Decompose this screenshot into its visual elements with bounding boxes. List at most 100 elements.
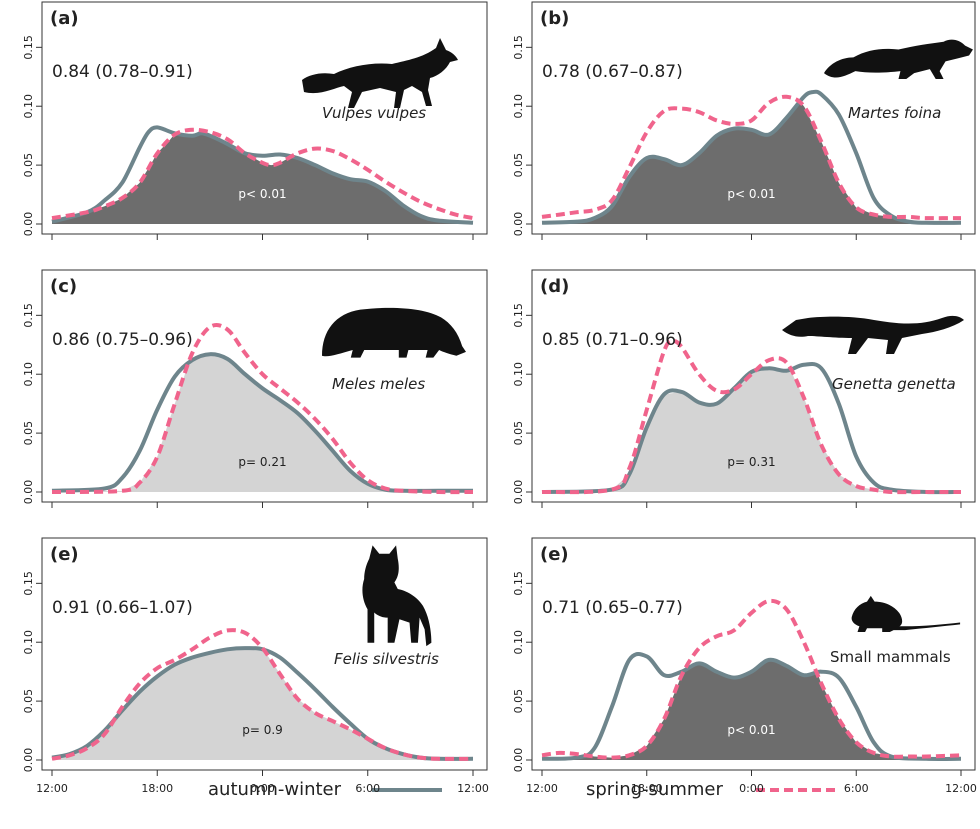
mouse-silhouette-icon [851, 595, 961, 632]
overlap-coefficient: 0.91 (0.66–1.07) [52, 598, 193, 618]
x-tick-label: 12:00 [457, 782, 489, 795]
series-line-autumn-winter [541, 89, 962, 225]
p-value-label: p= 0.21 [238, 455, 286, 469]
y-tick-label: 0.15 [512, 571, 525, 596]
chart-panel: 0.00 0.05 0.10 0.15 12:00 18:00 0:00 6:00 12:00 (… [512, 537, 977, 795]
y-tick-label: 0.00 [512, 480, 525, 505]
y-tick-label: 0.00 [22, 480, 35, 505]
x-tick-label: 0:00 [250, 782, 275, 795]
y-tick-label: 0.10 [512, 630, 525, 655]
chart-panel: 0.00 0.05 0.10 0.15 (d) 0.85 (0.71–0.96) Genet… [512, 269, 976, 508]
y-tick-label: 0.10 [22, 362, 35, 387]
overlap-area [542, 103, 961, 224]
chart-panel: 0.00 0.05 0.10 0.15 (b) 0.78 (0.67–0.87) Marte… [512, 1, 976, 240]
series-line-autumn-winter [51, 125, 474, 225]
overlap-area [542, 368, 961, 493]
legend-label-spring-summer: spring-summer [586, 779, 723, 800]
series-line-spring-summer [541, 598, 962, 760]
marten-silhouette-icon [824, 39, 973, 79]
y-tick-label: 0.10 [512, 94, 525, 119]
species-label: Genetta genetta [832, 375, 956, 393]
overlap-coefficient: 0.78 (0.67–0.87) [542, 62, 683, 82]
genet-silhouette-icon-shape [782, 315, 964, 354]
x-tick-label: 18:00 [631, 782, 663, 795]
y-tick-label: 0.15 [512, 35, 525, 60]
overlap-area [52, 354, 473, 492]
species-label: Small mammals [830, 648, 951, 666]
wildcat-silhouette-icon [362, 545, 432, 647]
y-tick-label: 0.00 [22, 748, 35, 773]
y-tick-label: 0.05 [512, 421, 525, 446]
series-line-autumn-winter [51, 352, 473, 493]
y-tick-label: 0.00 [22, 212, 35, 237]
species-label: Vulpes vulpes [322, 104, 426, 122]
series-line-spring-summer [51, 127, 474, 221]
series-line-autumn-winter [541, 651, 962, 761]
overlap-coefficient: 0.86 (0.75–0.96) [52, 330, 193, 350]
fox-silhouette-icon [302, 38, 458, 108]
y-tick-label: 0.00 [512, 748, 525, 773]
plot-frame [531, 269, 976, 503]
overlap-coefficient: 0.84 (0.78–0.91) [52, 62, 193, 82]
x-tick-label: 18:00 [141, 782, 173, 795]
overlap-coefficient: 0.71 (0.65–0.77) [542, 598, 683, 618]
y-tick-label: 0.05 [22, 689, 35, 714]
panel-letter: (e) [50, 544, 79, 565]
wildcat-silhouette-icon-shape [362, 545, 432, 647]
y-tick-label: 0.00 [512, 212, 525, 237]
mouse-silhouette-icon-shape [851, 595, 961, 632]
panel-letter: (b) [540, 8, 569, 29]
p-value-label: p= 0.31 [727, 455, 775, 469]
y-tick-label: 0.05 [22, 153, 35, 178]
y-tick-label: 0.10 [512, 362, 525, 387]
plot-frame [41, 269, 488, 503]
p-value-label: p= 0.9 [242, 723, 283, 737]
y-tick-label: 0.05 [512, 689, 525, 714]
chart-panel: 0.00 0.05 0.10 0.15 (c) 0.86 (0.75–0.96) Meles… [22, 269, 488, 508]
series-line-spring-summer [51, 628, 474, 761]
badger-silhouette-icon-shape [322, 307, 466, 358]
series-line-spring-summer [541, 339, 961, 495]
series-line-spring-summer [51, 322, 474, 495]
y-tick-label: 0.15 [22, 303, 35, 328]
panel-letter: (a) [50, 8, 79, 29]
panel-letter: (d) [540, 276, 569, 297]
chart-panel: 0.00 0.05 0.10 0.15 12:00 18:00 0:00 6:00 12:00 (… [22, 537, 489, 795]
p-value-label: p< 0.01 [727, 723, 775, 737]
plot-frame [531, 537, 976, 771]
y-tick-label: 0.15 [22, 571, 35, 596]
overlap-area [542, 659, 961, 760]
species-label: Martes foina [848, 104, 941, 122]
p-value-label: p< 0.01 [727, 187, 775, 201]
plot-frame [531, 1, 976, 235]
species-label: Felis silvestris [334, 650, 439, 668]
fox-silhouette-icon-shape [302, 38, 458, 108]
y-tick-label: 0.05 [512, 153, 525, 178]
genet-silhouette-icon [782, 315, 964, 354]
x-tick-label: 12:00 [945, 782, 977, 795]
overlap-coefficient: 0.85 (0.71–0.96) [542, 330, 683, 350]
badger-silhouette-icon [322, 307, 466, 358]
plot-frame [41, 537, 488, 771]
panel-letter: (c) [50, 276, 77, 297]
chart-panel: 0.00 0.05 0.10 0.15 (a) 0.84 (0.78–0.91) Vulpe… [22, 1, 488, 240]
y-tick-label: 0.15 [22, 35, 35, 60]
y-tick-label: 0.15 [512, 303, 525, 328]
x-tick-label: 12:00 [526, 782, 558, 795]
y-tick-label: 0.05 [22, 421, 35, 446]
marten-silhouette-icon-shape [824, 39, 973, 79]
plot-frame [41, 1, 488, 235]
y-tick-label: 0.10 [22, 630, 35, 655]
overlap-area [52, 648, 473, 760]
legend: autumn-winter spring-summer [208, 779, 836, 800]
y-tick-label: 0.10 [22, 94, 35, 119]
x-tick-label: 0:00 [739, 782, 764, 795]
x-tick-label: 6:00 [355, 782, 380, 795]
panel-letter: (e) [540, 544, 569, 565]
p-value-label: p< 0.01 [238, 187, 286, 201]
x-tick-label: 12:00 [36, 782, 68, 795]
x-tick-label: 6:00 [844, 782, 869, 795]
species-label: Meles meles [332, 375, 425, 393]
series-line-spring-summer [541, 94, 962, 221]
